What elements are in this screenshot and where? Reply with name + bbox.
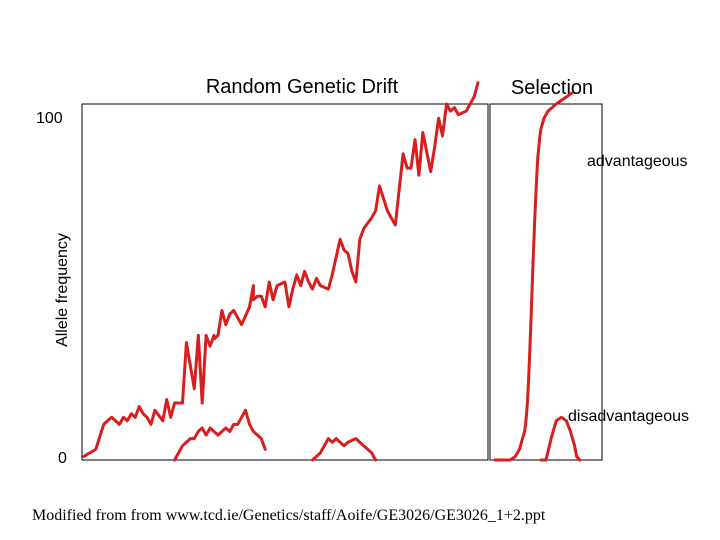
legend-disadvantageous: disadvantageous xyxy=(568,408,689,425)
drift-line-3 xyxy=(311,437,378,462)
drift-plot-frame xyxy=(81,103,489,461)
drift-line-1 xyxy=(82,81,480,458)
y-tick-100: 100 xyxy=(36,110,63,127)
drift-chart-title: Random Genetic Drift xyxy=(206,76,399,98)
drift-series-group xyxy=(82,81,480,462)
selection-series-group xyxy=(493,91,582,462)
source-caption-link[interactable]: www.tcd.ie/Genetics/staff/Aoife/GE3026/G… xyxy=(166,507,546,524)
legend-advantageous: advantageous xyxy=(587,153,688,170)
source-caption-prefix: Modified from from xyxy=(32,507,166,524)
selection-chart-title: Selection xyxy=(511,77,593,99)
selection-line-advantageous xyxy=(493,91,573,462)
selection-plot-frame xyxy=(489,103,603,461)
y-tick-0: 0 xyxy=(58,450,67,467)
selection-line-disadvantageous xyxy=(539,415,582,462)
source-caption: Modified from from www.tcd.ie/Genetics/s… xyxy=(32,507,546,524)
y-axis-label: Allele frequency xyxy=(54,233,71,347)
drift-line-2 xyxy=(173,408,267,462)
